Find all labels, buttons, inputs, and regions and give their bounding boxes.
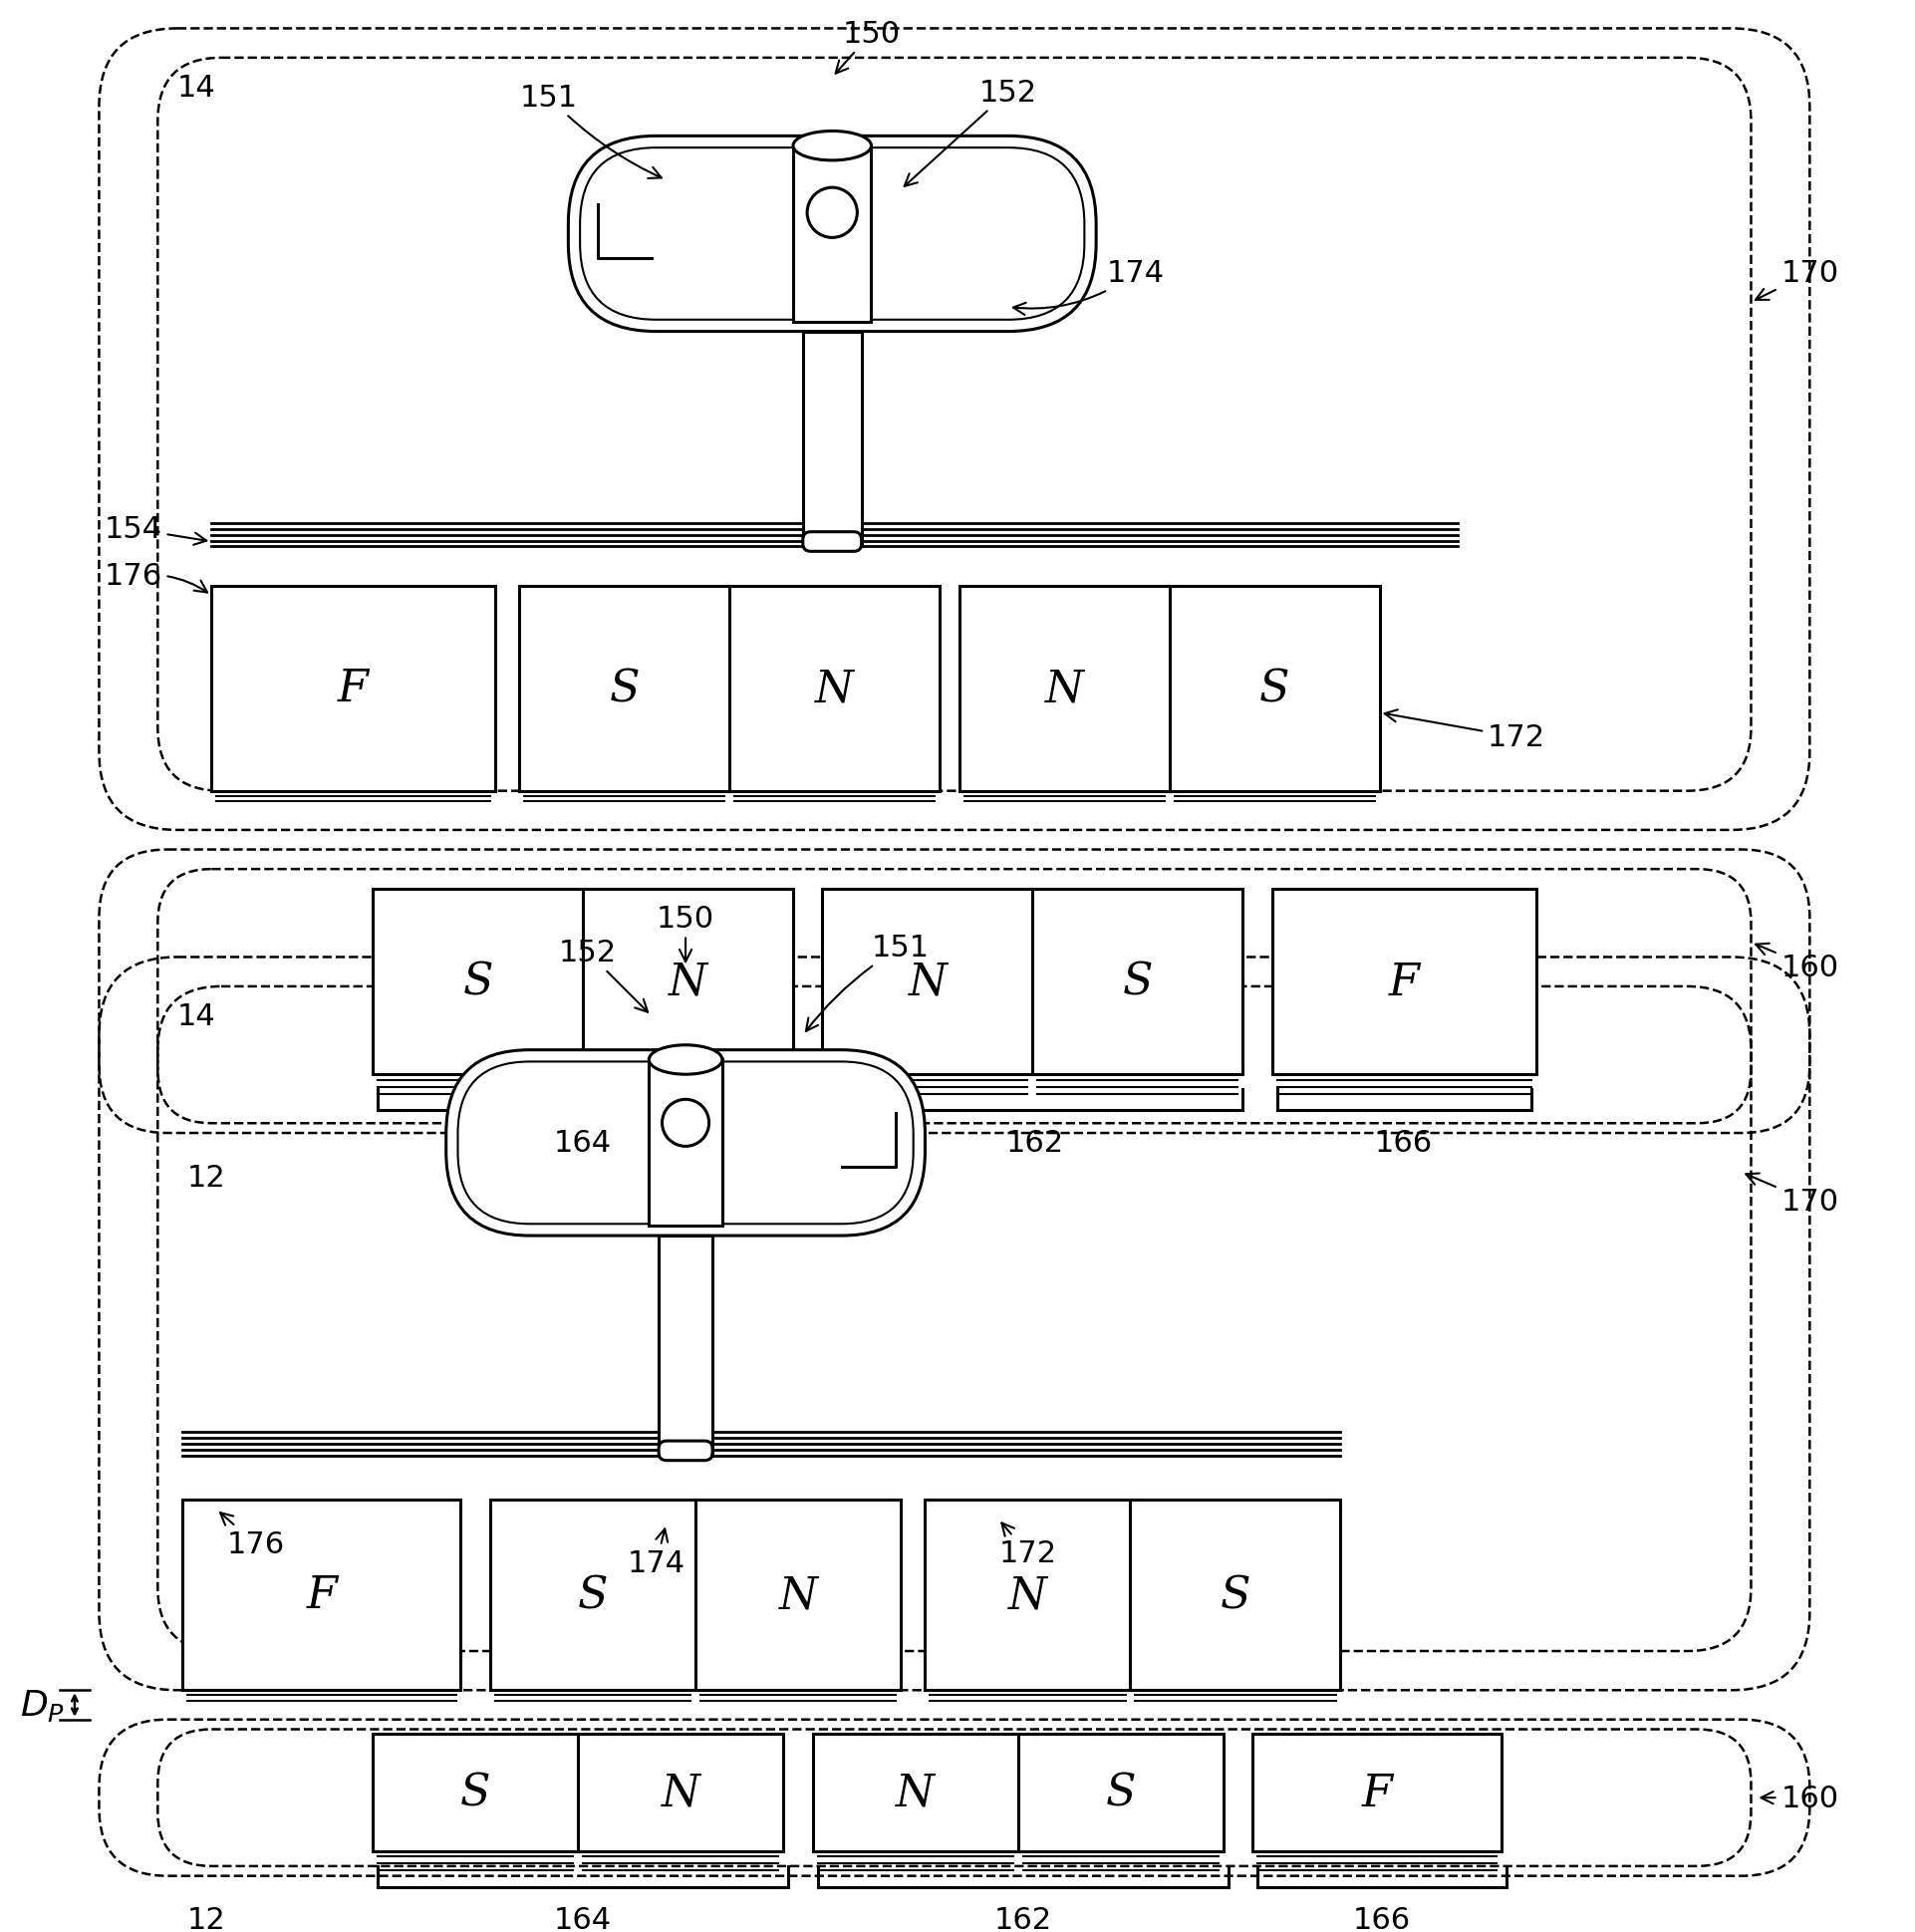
Bar bbox=[373, 1735, 578, 1851]
Circle shape bbox=[663, 1099, 709, 1148]
Bar bbox=[659, 1236, 712, 1457]
Text: F: F bbox=[306, 1573, 337, 1617]
Bar bbox=[959, 585, 1170, 792]
Text: N: N bbox=[1046, 667, 1084, 711]
Bar bbox=[582, 889, 793, 1074]
Text: 174: 174 bbox=[1013, 259, 1164, 315]
FancyBboxPatch shape bbox=[659, 1441, 712, 1461]
Bar bbox=[925, 1499, 1130, 1690]
Bar bbox=[822, 889, 1032, 1074]
Text: N: N bbox=[908, 960, 946, 1003]
Text: $D_P$: $D_P$ bbox=[19, 1687, 65, 1723]
Text: 12: 12 bbox=[188, 1905, 226, 1932]
Bar bbox=[373, 889, 582, 1074]
Text: 170: 170 bbox=[1756, 259, 1838, 301]
Text: 164: 164 bbox=[553, 1128, 613, 1157]
Text: N: N bbox=[1009, 1573, 1048, 1617]
Bar bbox=[1272, 889, 1536, 1074]
Bar bbox=[793, 147, 871, 323]
Bar bbox=[1130, 1499, 1340, 1690]
Text: N: N bbox=[816, 667, 854, 711]
Bar bbox=[490, 1499, 695, 1690]
FancyBboxPatch shape bbox=[802, 533, 862, 553]
Text: 164: 164 bbox=[553, 1905, 613, 1932]
Text: N: N bbox=[661, 1772, 701, 1814]
Bar bbox=[519, 585, 730, 792]
FancyBboxPatch shape bbox=[446, 1051, 925, 1236]
Text: 170: 170 bbox=[1746, 1173, 1838, 1217]
Bar bbox=[211, 585, 494, 792]
Text: 154: 154 bbox=[103, 516, 207, 545]
Text: 166: 166 bbox=[1352, 1905, 1411, 1932]
Text: S: S bbox=[578, 1573, 607, 1617]
Text: 12: 12 bbox=[188, 1163, 226, 1192]
Ellipse shape bbox=[793, 131, 871, 160]
Text: N: N bbox=[779, 1573, 818, 1617]
Text: 14: 14 bbox=[178, 1001, 216, 1030]
Bar bbox=[1019, 1735, 1224, 1851]
Bar bbox=[812, 1735, 1019, 1851]
Bar bbox=[1170, 585, 1379, 792]
Bar bbox=[649, 1061, 722, 1227]
Text: 166: 166 bbox=[1375, 1128, 1432, 1157]
Bar bbox=[802, 332, 862, 547]
Text: F: F bbox=[1362, 1772, 1392, 1814]
Text: 160: 160 bbox=[1756, 945, 1838, 981]
Text: 152: 152 bbox=[559, 939, 647, 1012]
Text: S: S bbox=[463, 960, 492, 1003]
Text: 162: 162 bbox=[994, 1905, 1051, 1932]
Text: 151: 151 bbox=[519, 83, 661, 180]
Text: S: S bbox=[609, 667, 640, 711]
Bar bbox=[695, 1499, 900, 1690]
Text: 150: 150 bbox=[657, 904, 714, 962]
Text: 176: 176 bbox=[103, 562, 207, 593]
Bar bbox=[578, 1735, 783, 1851]
Text: 172: 172 bbox=[1385, 711, 1545, 752]
FancyBboxPatch shape bbox=[569, 137, 1095, 332]
Text: F: F bbox=[1388, 960, 1419, 1003]
Text: S: S bbox=[1122, 960, 1153, 1003]
Bar bbox=[1032, 889, 1243, 1074]
Text: S: S bbox=[1220, 1573, 1250, 1617]
Text: 150: 150 bbox=[835, 19, 900, 73]
Bar bbox=[182, 1499, 462, 1690]
Text: S: S bbox=[1105, 1772, 1136, 1814]
Text: 172: 172 bbox=[1000, 1522, 1057, 1569]
Text: N: N bbox=[896, 1772, 935, 1814]
Bar bbox=[730, 585, 940, 792]
Text: 174: 174 bbox=[628, 1528, 686, 1578]
Text: 152: 152 bbox=[904, 79, 1038, 187]
Circle shape bbox=[808, 189, 858, 238]
Bar bbox=[1252, 1735, 1501, 1851]
Text: F: F bbox=[337, 667, 368, 711]
Text: 151: 151 bbox=[806, 933, 929, 1032]
Text: 160: 160 bbox=[1762, 1783, 1838, 1812]
Text: 14: 14 bbox=[178, 73, 216, 102]
Text: N: N bbox=[668, 960, 707, 1003]
Text: S: S bbox=[1260, 667, 1289, 711]
Text: 162: 162 bbox=[1005, 1128, 1063, 1157]
Text: S: S bbox=[460, 1772, 490, 1814]
Ellipse shape bbox=[649, 1045, 722, 1074]
Text: 176: 176 bbox=[220, 1513, 285, 1559]
